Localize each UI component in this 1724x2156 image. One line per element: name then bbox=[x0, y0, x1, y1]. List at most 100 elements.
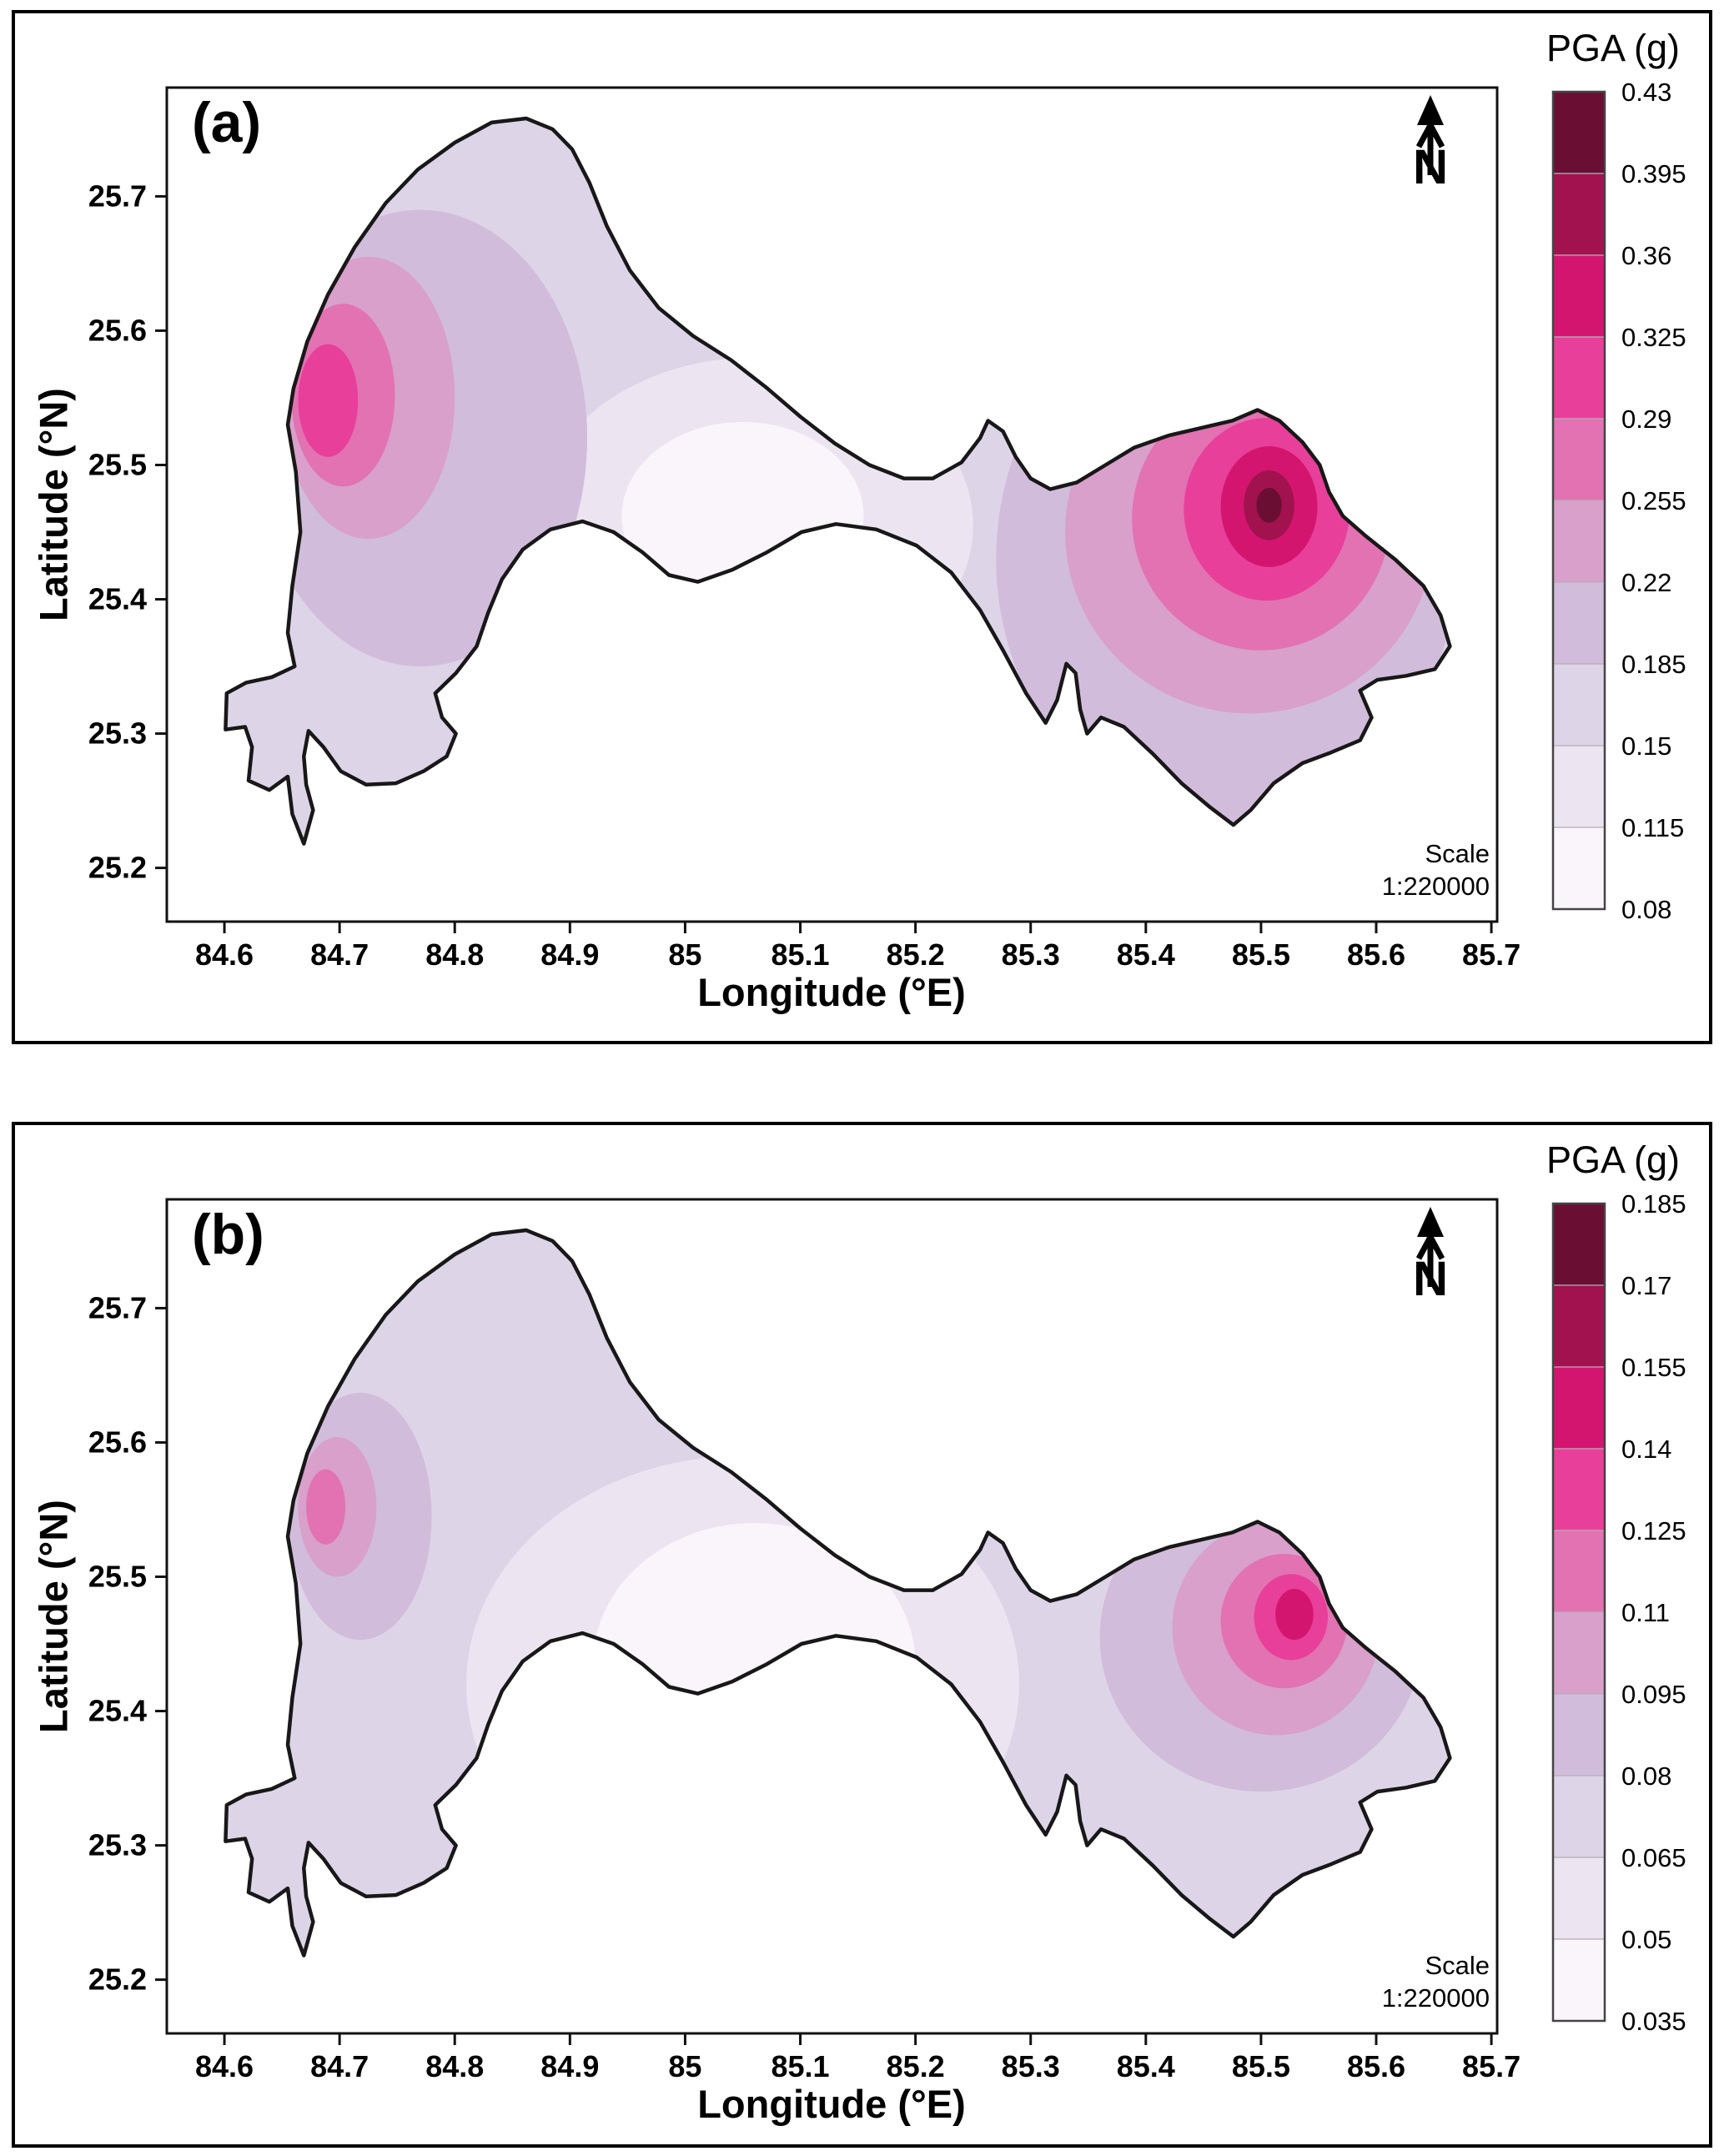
x-tick-label: 84.8 bbox=[425, 2049, 484, 2083]
panel-label: (a) bbox=[192, 91, 262, 154]
colorbar-label: 0.15 bbox=[1621, 731, 1671, 761]
y-axis-title: Latitude (°N) bbox=[31, 1500, 76, 1733]
contour-band bbox=[1256, 487, 1282, 523]
colorbar-label: 0.065 bbox=[1621, 1843, 1686, 1872]
scale-ratio: 1:220000 bbox=[1381, 872, 1490, 901]
y-tick-label: 25.6 bbox=[88, 313, 147, 347]
panel-b: 84.6 84.7 84.8 84.9 85 85.1 85.2 85.3 85.4 85.5 85… bbox=[12, 1122, 1712, 2148]
colorbar-segment bbox=[1552, 173, 1606, 256]
colorbar-segment bbox=[1552, 1203, 1606, 1286]
x-tick-label: 85.3 bbox=[1002, 937, 1060, 972]
colorbar-segment bbox=[1552, 1775, 1606, 1858]
colorbar-label: 0.05 bbox=[1621, 1925, 1671, 1954]
colorbar-label: 0.255 bbox=[1621, 486, 1686, 515]
scale-ratio: 1:220000 bbox=[1381, 1983, 1490, 2013]
colorbar-segment bbox=[1552, 1938, 1606, 2022]
colorbar-segment bbox=[1552, 827, 1606, 910]
x-tick-label: 85.2 bbox=[887, 937, 945, 972]
map-scale: Scale 1:220000 bbox=[1283, 1949, 1490, 2014]
colorbar-label: 0.08 bbox=[1621, 895, 1671, 924]
x-tick-label: 84.6 bbox=[195, 2049, 254, 2083]
colorbar-label: 0.095 bbox=[1621, 1680, 1686, 1709]
x-tick-label: 84.7 bbox=[310, 2049, 369, 2083]
colorbar-label: 0.395 bbox=[1621, 159, 1686, 188]
colorbar-segment bbox=[1552, 500, 1606, 583]
scale-word: Scale bbox=[1425, 1951, 1490, 1980]
y-tick-label: 25.5 bbox=[88, 447, 147, 481]
x-tick-label: 85.7 bbox=[1462, 937, 1520, 972]
colorbar-label: 0.325 bbox=[1621, 323, 1686, 352]
colorbar-label: 0.08 bbox=[1621, 1761, 1671, 1791]
colorbar-title: PGA (g) bbox=[1546, 1138, 1681, 1181]
colorbar-segment bbox=[1552, 1366, 1606, 1450]
colorbar-segment bbox=[1552, 581, 1606, 665]
contour-band bbox=[1275, 1588, 1314, 1641]
district-boundary bbox=[224, 116, 1452, 846]
panel-a-figure: 84.6 84.7 84.8 84.9 85 85.1 85.2 85.3 85.4 85.5 85… bbox=[88, 78, 1686, 972]
north-arrow-icon: N bbox=[1413, 1207, 1448, 1306]
x-tick-label: 84.8 bbox=[425, 937, 484, 972]
panel-a: 84.6 84.7 84.8 84.9 85 85.1 85.2 85.3 85.4 85.5 85… bbox=[12, 10, 1712, 1044]
y-tick-label: 25.3 bbox=[88, 716, 147, 751]
colorbar-frame bbox=[1551, 1202, 1606, 2023]
colorbar-label: 0.185 bbox=[1621, 650, 1686, 679]
colorbar-label: 0.125 bbox=[1621, 1516, 1686, 1545]
y-axis-title: Latitude (°N) bbox=[31, 388, 76, 621]
colorbar-segment bbox=[1552, 1448, 1606, 1531]
x-axis-title: Longitude (°E) bbox=[697, 970, 966, 1014]
x-tick-label: 85.4 bbox=[1117, 2049, 1175, 2083]
scale-word: Scale bbox=[1425, 839, 1490, 868]
colorbar-label: 0.14 bbox=[1621, 1435, 1671, 1464]
y-tick-label: 25.5 bbox=[88, 1559, 147, 1593]
colorbar-label: 0.36 bbox=[1621, 241, 1671, 270]
colorbar-segment bbox=[1552, 1530, 1606, 1613]
x-tick-label: 85.7 bbox=[1462, 2049, 1520, 2083]
colorbar-segment bbox=[1552, 1857, 1606, 1940]
x-tick-label: 85.2 bbox=[887, 2049, 945, 2083]
colorbar-segment bbox=[1552, 254, 1606, 338]
colorbar-segment bbox=[1552, 663, 1606, 746]
colorbar-segment bbox=[1552, 1611, 1606, 1695]
x-tick-label: 84.9 bbox=[540, 2049, 599, 2083]
colorbar-label: 0.29 bbox=[1621, 405, 1671, 434]
district-boundary bbox=[224, 1228, 1452, 1957]
contour-band bbox=[298, 344, 359, 457]
x-tick-label: 85 bbox=[668, 2049, 701, 2083]
x-tick-label: 85.1 bbox=[771, 2049, 829, 2083]
colorbar-segment bbox=[1552, 418, 1606, 501]
colorbar-label: 0.11 bbox=[1621, 1598, 1670, 1627]
x-tick-label: 84.9 bbox=[540, 937, 599, 972]
north-label: N bbox=[1413, 140, 1448, 194]
colorbar-label: 0.155 bbox=[1621, 1353, 1686, 1382]
x-tick-label: 84.7 bbox=[310, 937, 369, 972]
colorbar-segment bbox=[1552, 745, 1606, 828]
x-tick-label: 85.6 bbox=[1347, 937, 1405, 972]
y-tick-label: 25.4 bbox=[88, 582, 147, 616]
colorbar-frame bbox=[1551, 90, 1606, 911]
north-label: N bbox=[1413, 1252, 1448, 1306]
panel-label: (b) bbox=[192, 1203, 264, 1266]
colorbar-label: 0.035 bbox=[1621, 2007, 1686, 2036]
colorbar-segment bbox=[1552, 91, 1606, 174]
colorbar-title: PGA (g) bbox=[1546, 27, 1681, 69]
colorbar-label: 0.22 bbox=[1621, 568, 1671, 597]
panel-b-figure: 84.6 84.7 84.8 84.9 85 85.1 85.2 85.3 85.4 85.5 85… bbox=[88, 1189, 1686, 2083]
contour-band bbox=[306, 1469, 346, 1545]
x-tick-label: 85.3 bbox=[1002, 2049, 1060, 2083]
y-tick-label: 25.2 bbox=[88, 851, 147, 885]
y-tick-label: 25.7 bbox=[88, 1290, 147, 1324]
x-tick-label: 85.1 bbox=[771, 937, 829, 972]
colorbar-segment bbox=[1552, 1693, 1606, 1777]
colorbar-label: 0.115 bbox=[1621, 813, 1684, 842]
colorbar-label: 0.43 bbox=[1621, 78, 1671, 107]
x-tick-label: 85.6 bbox=[1347, 2049, 1405, 2083]
y-tick-label: 25.4 bbox=[88, 1694, 147, 1728]
north-arrow-icon: N bbox=[1413, 95, 1448, 194]
contour-map bbox=[225, 118, 1450, 844]
colorbar-label: 0.17 bbox=[1621, 1271, 1671, 1300]
x-tick-label: 85.5 bbox=[1232, 2049, 1290, 2083]
x-tick-label: 84.6 bbox=[195, 937, 254, 972]
x-tick-label: 85.4 bbox=[1117, 937, 1175, 972]
x-tick-label: 85.5 bbox=[1232, 937, 1290, 972]
y-tick-label: 25.3 bbox=[88, 1828, 147, 1862]
